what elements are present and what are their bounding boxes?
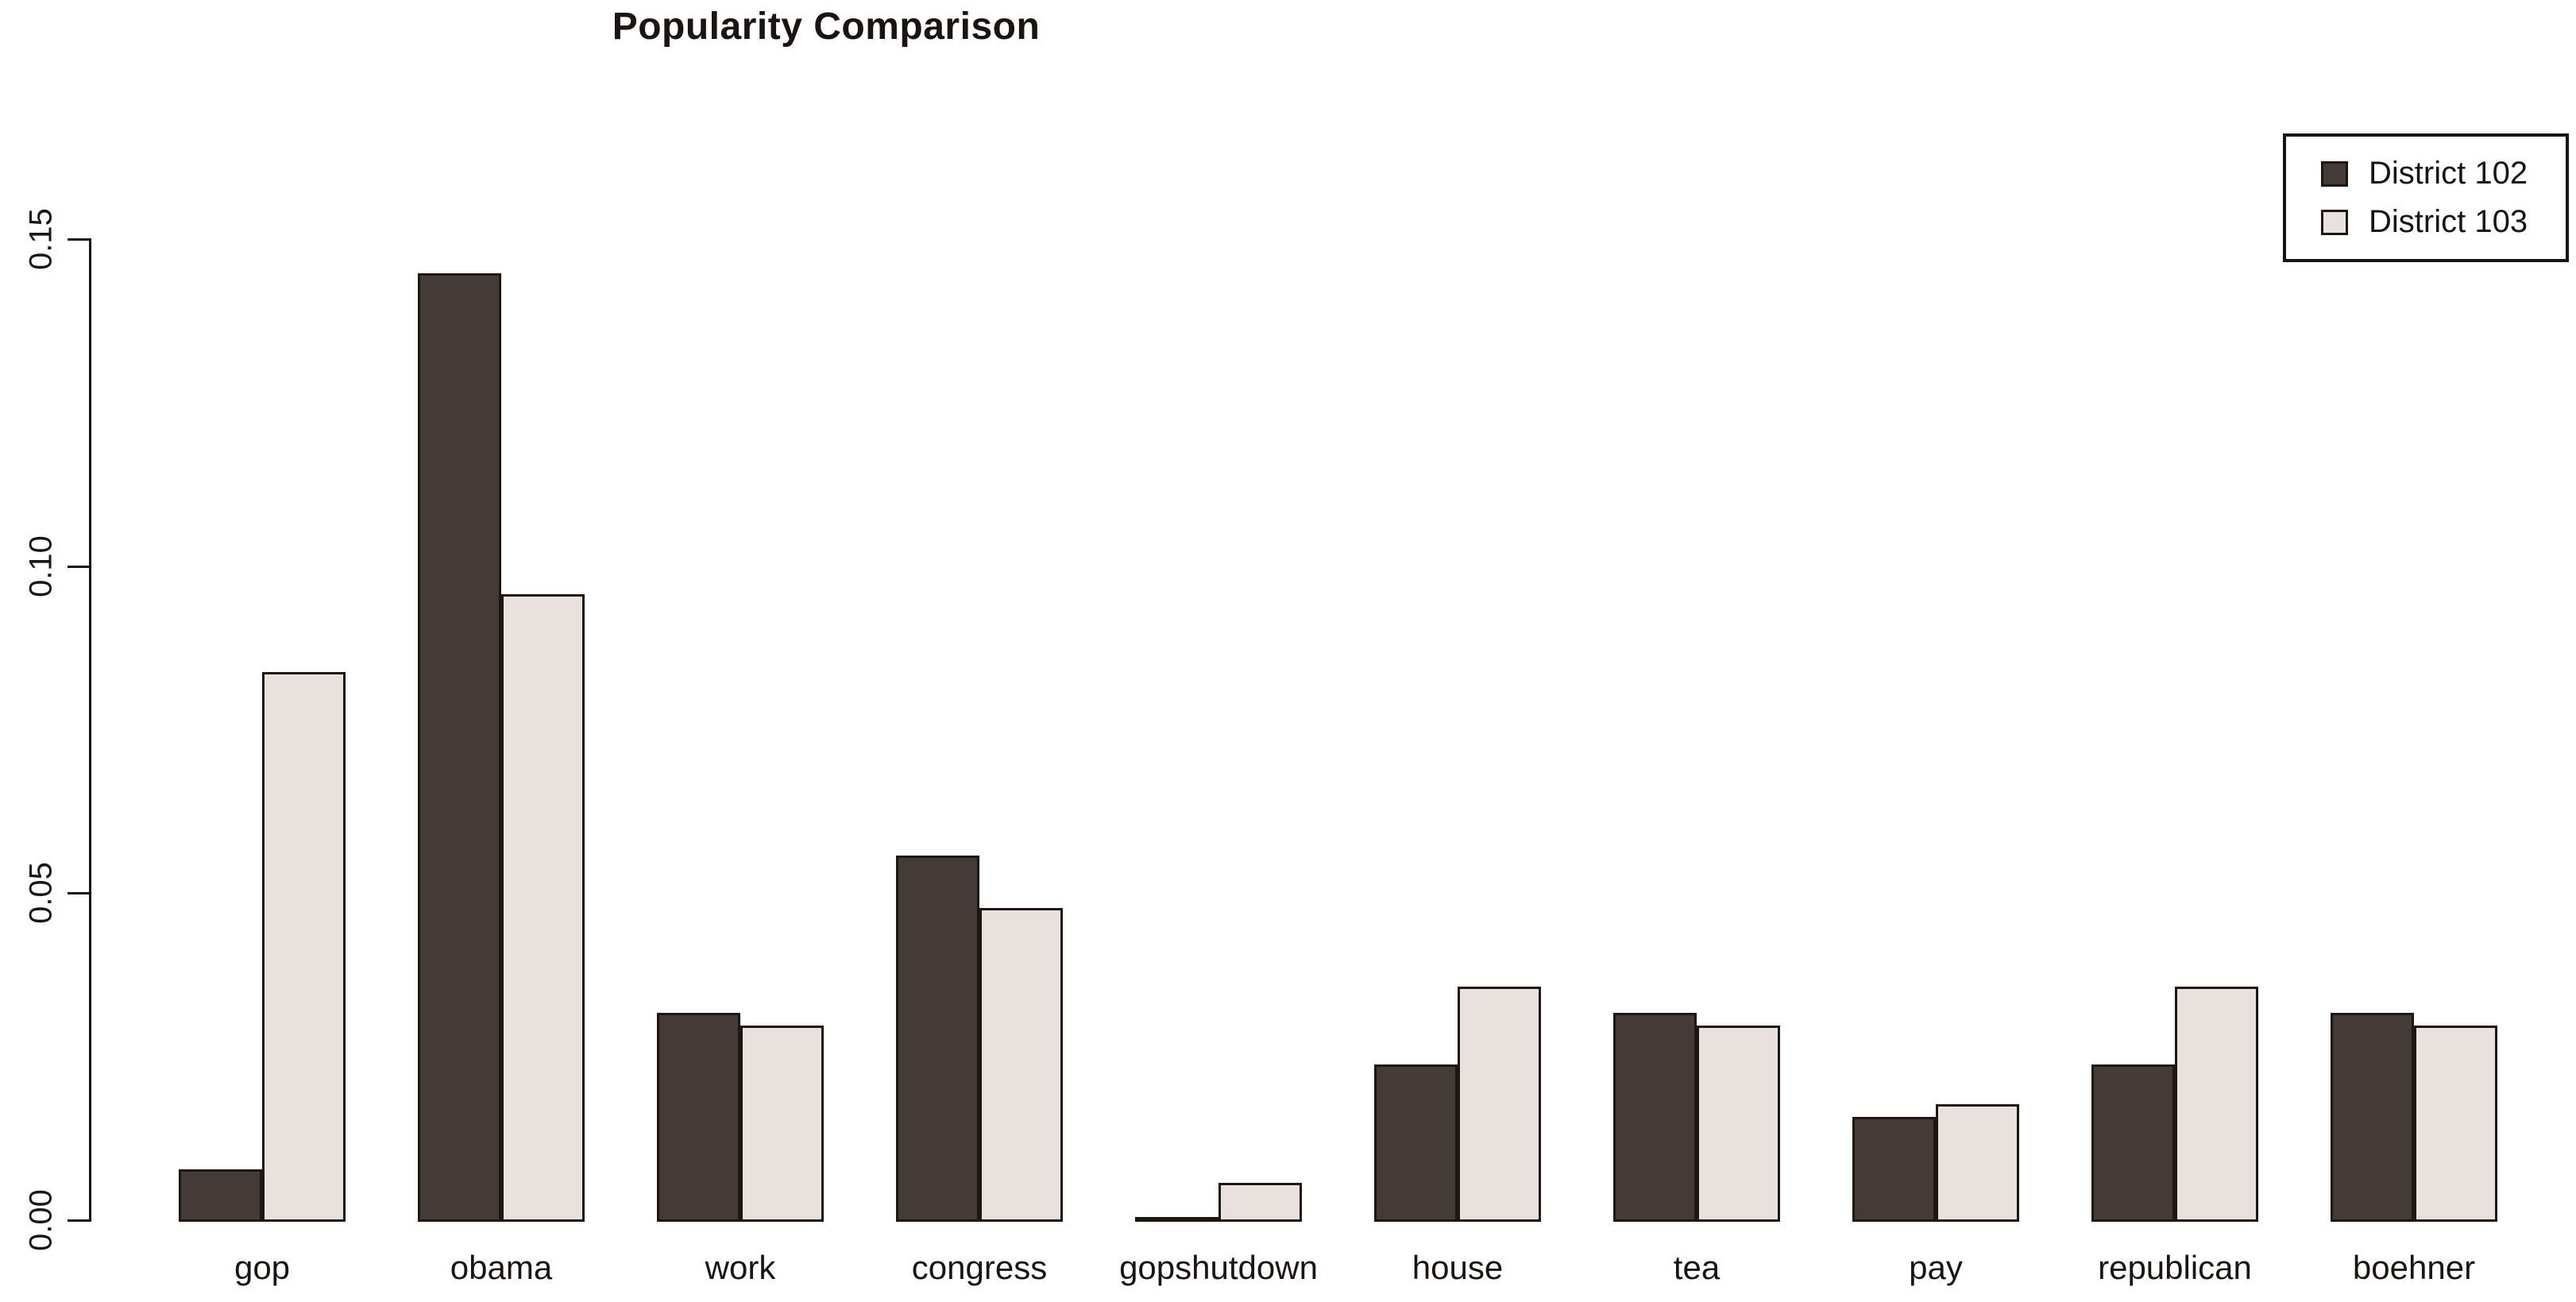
bar-district-103-tea <box>1697 1026 1780 1222</box>
y-tick-label: 0.10 <box>23 535 59 597</box>
y-tick-label: 0.15 <box>23 208 59 270</box>
x-axis-label-gopshutdown: gopshutdown <box>1119 1249 1318 1286</box>
bar-district-103-boehner <box>2414 1026 2497 1222</box>
y-tick <box>68 238 89 241</box>
bar-district-103-gop <box>262 672 346 1222</box>
y-axis-line <box>89 238 91 1222</box>
bar-group-work <box>657 1013 824 1222</box>
bar-district-103-work <box>740 1026 824 1222</box>
x-axis-label-boehner: boehner <box>2352 1249 2476 1286</box>
bar-group-house <box>1374 987 1541 1222</box>
chart-title: Popularity Comparison <box>612 6 1041 48</box>
bar-group-congress <box>896 856 1063 1222</box>
y-tick <box>68 565 89 568</box>
bar-district-102-obama <box>418 273 501 1222</box>
legend-swatch-icon <box>2321 160 2348 187</box>
x-axis-label-obama: obama <box>450 1249 553 1286</box>
bar-group-gopshutdown <box>1135 1183 1302 1222</box>
y-tick-label: 0.05 <box>23 862 59 925</box>
legend-label: District 102 <box>2369 156 2528 191</box>
bar-district-102-tea <box>1613 1013 1697 1222</box>
legend-label: District 103 <box>2369 204 2528 239</box>
x-axis-label-republican: republican <box>2098 1249 2252 1286</box>
bar-district-102-congress <box>896 856 979 1222</box>
bar-district-103-gopshutdown <box>1218 1183 1302 1222</box>
x-axis-label-work: work <box>705 1249 776 1286</box>
bar-district-103-house <box>1458 987 1541 1222</box>
legend-swatch-icon <box>2321 209 2348 235</box>
y-tick <box>68 892 89 895</box>
bar-district-102-gop <box>179 1169 262 1222</box>
bar-district-102-house <box>1374 1064 1458 1222</box>
bar-district-103-congress <box>979 908 1063 1222</box>
bar-group-obama <box>418 273 585 1222</box>
bar-district-103-republican <box>2175 987 2258 1222</box>
y-tick <box>68 1219 89 1222</box>
y-tick-label: 0.00 <box>23 1189 59 1251</box>
legend: District 102 District 103 <box>2283 133 2569 262</box>
bar-district-102-pay <box>1852 1117 1936 1222</box>
x-axis-label-tea: tea <box>1673 1249 1721 1286</box>
bar-district-102-work <box>657 1013 740 1222</box>
legend-entry-district-102: District 102 <box>2321 156 2566 191</box>
bar-group-boehner <box>2331 1013 2497 1222</box>
legend-entry-district-103: District 103 <box>2321 204 2566 240</box>
bar-group-gop <box>179 672 346 1222</box>
x-axis-label-pay: pay <box>1909 1249 1963 1286</box>
x-axis-label-gop: gop <box>234 1249 291 1286</box>
bar-district-102-gopshutdown <box>1135 1217 1218 1222</box>
bar-district-102-republican <box>2091 1064 2175 1222</box>
bar-district-102-boehner <box>2331 1013 2414 1222</box>
bar-group-republican <box>2091 987 2258 1222</box>
bar-group-tea <box>1613 1013 1780 1222</box>
bar-district-103-obama <box>501 594 585 1222</box>
bar-group-pay <box>1852 1104 2019 1222</box>
bar-district-103-pay <box>1936 1104 2019 1222</box>
x-axis-label-house: house <box>1412 1249 1504 1286</box>
x-axis-label-congress: congress <box>911 1249 1048 1286</box>
